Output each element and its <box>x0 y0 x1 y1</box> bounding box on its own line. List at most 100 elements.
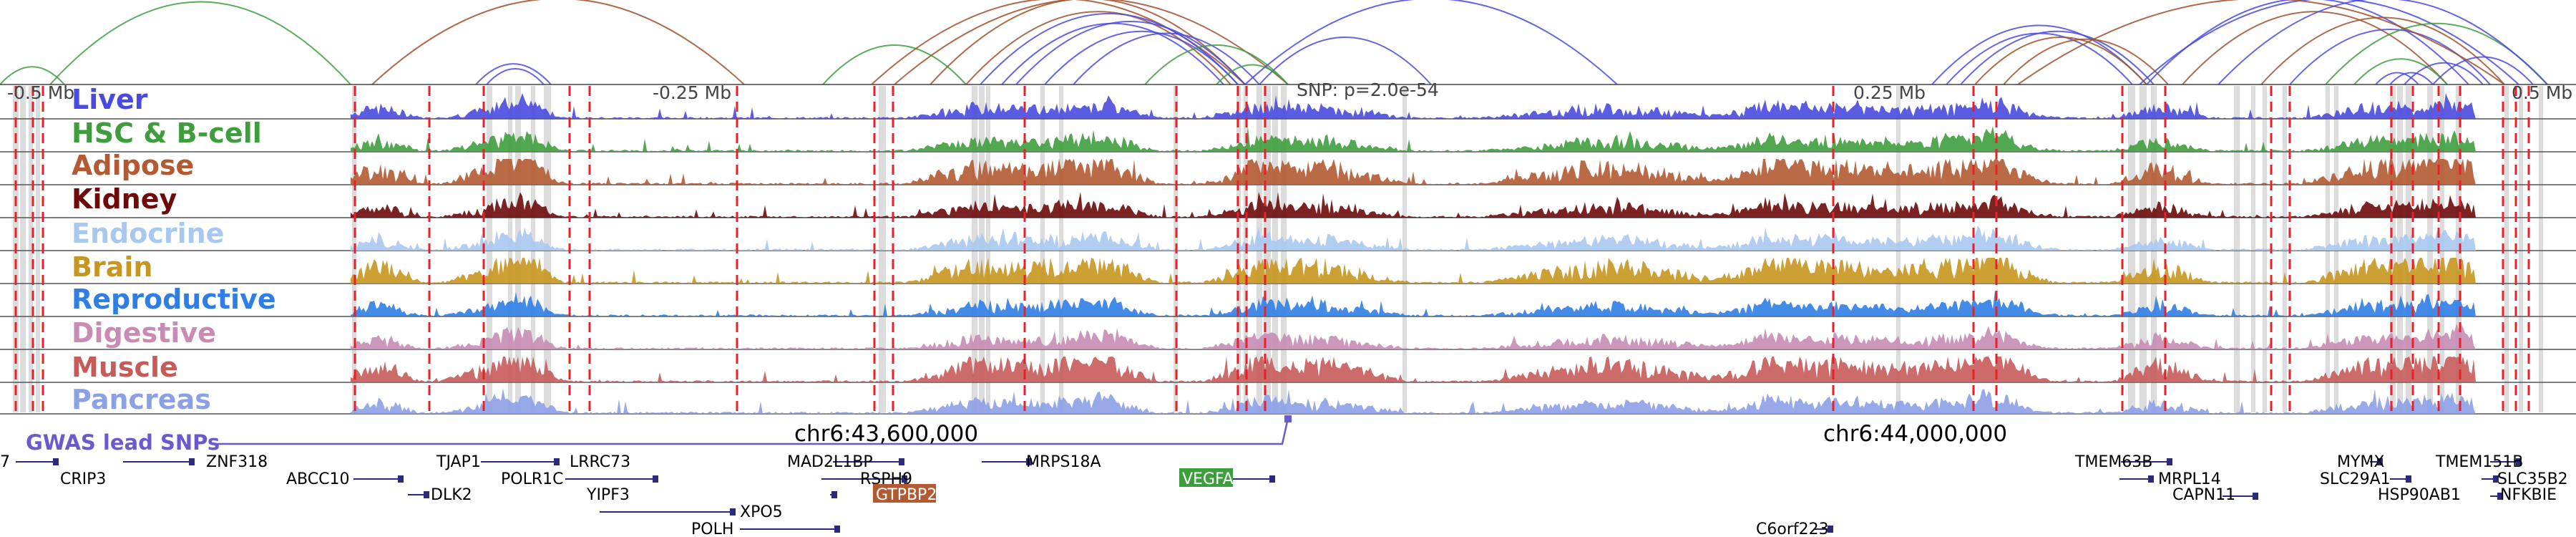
chromatin-loop-arc <box>965 11 1231 85</box>
chromatin-loop-arc <box>486 68 545 85</box>
signal-track <box>351 126 2476 152</box>
coordinate-label-44000000: chr6:44,000,000 <box>1823 421 2007 447</box>
gene-label: VEGFA <box>1182 470 1234 488</box>
gene-label: LRRC73 <box>570 453 630 471</box>
chromatin-loop-arc <box>1244 0 1618 85</box>
track-label-hsc-b-cell: HSC & B-cell <box>72 117 262 149</box>
signal-track <box>351 159 2476 185</box>
track-label-liver: Liver <box>72 84 148 115</box>
chromatin-loop-arc <box>871 0 1246 85</box>
gene-exon <box>2253 493 2258 500</box>
gene-highlight <box>873 484 936 503</box>
chromatin-loop-arc <box>0 66 65 85</box>
chromatin-loop-arc <box>1073 32 1260 85</box>
track-label-kidney: Kidney <box>72 183 177 215</box>
gene-label: GTPBP2 <box>876 486 937 504</box>
gene-label: POLH <box>691 521 733 537</box>
ruler-label-pos-quarter: 0.25 Mb <box>1853 82 1926 103</box>
enhancer-shade <box>2539 86 2543 412</box>
gene-label: 7 <box>0 453 10 471</box>
coordinate-label-43600000: chr6:43,600,000 <box>794 421 978 447</box>
enhancer-shade <box>36 86 40 412</box>
track-label-digestive: Digestive <box>72 317 216 349</box>
track-label-endocrine: Endocrine <box>72 218 224 249</box>
chromatin-loop-arc <box>2389 72 2434 85</box>
signal-track <box>351 93 2476 119</box>
chromatin-loop-arc <box>2375 72 2419 85</box>
chromatin-loop-arc <box>49 1 351 85</box>
gene-exon <box>424 491 429 498</box>
gene-label: MYMX <box>2337 453 2384 471</box>
gene-label: C6orf223 <box>1756 521 1829 537</box>
chromatin-loop-arc <box>1216 64 1289 85</box>
signal-track <box>351 388 2476 414</box>
snp-marker-lines <box>14 86 2530 412</box>
ruler-label-neg-half: -0.5 Mb <box>7 82 74 103</box>
chromatin-loop-arc <box>980 13 1239 85</box>
gene-exon <box>902 475 907 483</box>
gene-label: TMEM63B <box>2074 453 2152 471</box>
enhancer-shade <box>2251 86 2255 412</box>
signal-tracks <box>0 93 2576 415</box>
gene-label: DLK2 <box>431 486 472 504</box>
gene-exon <box>2406 475 2411 483</box>
coordinates: chr6:43,600,000 chr6:44,000,000 <box>794 421 2007 447</box>
gene-label: MAD2L1BP <box>787 453 873 471</box>
gene-exon <box>2497 493 2503 500</box>
enhancer-shade <box>20 86 26 412</box>
ruler: -0.5 Mb -0.25 Mb SNP: p=2.0e-54 0.25 Mb … <box>0 79 2576 103</box>
gene-exon <box>1828 526 1833 533</box>
signal-track <box>351 291 2476 316</box>
gene-label: ABCC10 <box>286 470 349 488</box>
gene-label: ZNF318 <box>206 453 268 471</box>
gene-label: SLC35B2 <box>2497 470 2568 488</box>
gene-exon <box>653 475 658 483</box>
gene-exon <box>1269 475 1275 483</box>
enhancer-shade <box>29 86 33 412</box>
chromatin-loop-arc <box>930 0 1246 85</box>
gene-label: NFKBIE <box>2500 486 2557 504</box>
gwas-track-label: GWAS lead SNPs <box>26 430 220 455</box>
gene-label: XPO5 <box>740 503 783 521</box>
enhancer-shade <box>2504 86 2509 412</box>
chromatin-loop-arc <box>1144 44 1289 85</box>
chromatin-loop-arc <box>2017 0 2505 85</box>
track-label-pancreas: Pancreas <box>72 384 211 415</box>
chromatin-loop-arc <box>2353 58 2448 85</box>
gene-label: TMEM151B <box>2435 453 2523 471</box>
gene-exon <box>834 526 840 533</box>
gene-annotation-track: 7 CRIP3 ZNF318 ABCC10 TJAP1 DLK2 LRRC73 POLR1C Y… <box>0 453 2568 537</box>
gene-label: SLC29A1 <box>2320 470 2391 488</box>
chromatin-loop-arcs <box>0 0 2548 85</box>
gene-exon <box>730 508 736 516</box>
chromatin-loop-arc <box>1001 22 1224 85</box>
chromatin-loop-arc <box>371 0 745 85</box>
gene-label: YIPF3 <box>586 486 630 504</box>
gene-exon <box>899 458 904 465</box>
chromatin-loop-arc <box>2432 56 2534 85</box>
chromatin-loop-arc <box>1931 24 2147 85</box>
track-label-muscle: Muscle <box>72 352 178 383</box>
signal-track <box>351 258 2476 284</box>
gene-exon <box>398 475 404 483</box>
gene-exon <box>831 491 837 498</box>
gene-label: HSP90AB1 <box>2378 486 2461 504</box>
ruler-label-snp: SNP: p=2.0e-54 <box>1297 79 1439 100</box>
gene-label: TJAP1 <box>436 453 481 471</box>
chromatin-loop-arc <box>2218 0 2548 85</box>
enhancer-shade <box>2519 86 2523 412</box>
chromatin-loop-arc <box>2146 0 2469 85</box>
gene-label: CRIP3 <box>60 470 106 488</box>
chromatin-loop-arc <box>2404 62 2484 85</box>
gene-exon <box>1026 458 1032 465</box>
track-label-brain: Brain <box>72 251 152 283</box>
gene-exon <box>2167 458 2172 465</box>
gene-exon <box>2148 475 2154 483</box>
signal-track <box>351 357 2476 382</box>
gwas-connector-line <box>215 417 1289 445</box>
chromatin-loop-arc <box>894 0 1289 85</box>
chromatin-loop-arc <box>1974 37 2147 85</box>
signal-track <box>351 324 2476 349</box>
gene-label: POLR1C <box>501 470 563 488</box>
